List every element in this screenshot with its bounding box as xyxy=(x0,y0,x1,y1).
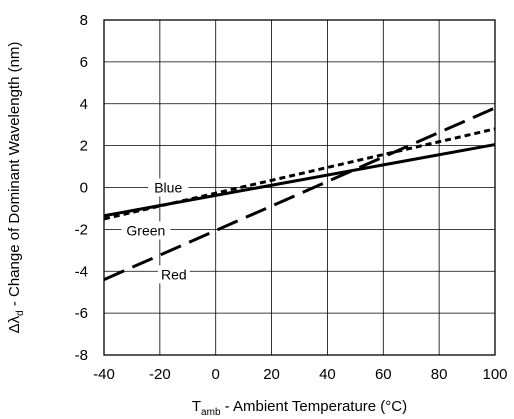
series-labels: Blue Green Red xyxy=(121,179,189,284)
x-axis-label-rest: - Ambient Temperature (°C) xyxy=(221,398,408,415)
x-tick-label: -20 xyxy=(149,366,171,383)
x-axis-label-main: T xyxy=(192,398,201,415)
x-tick-label: 0 xyxy=(212,366,220,383)
y-axis-label-main: Δλ xyxy=(6,315,23,333)
y-tick-label: 4 xyxy=(80,96,88,113)
x-tick-label: 20 xyxy=(263,366,280,383)
series-label-green: Green xyxy=(126,222,165,238)
x-tick-label: 80 xyxy=(431,366,448,383)
y-tick-label: -4 xyxy=(75,263,88,280)
y-tick-label: -2 xyxy=(75,221,88,238)
x-axis-label-sub: amb xyxy=(201,407,221,418)
y-tick-label: -8 xyxy=(75,347,88,364)
y-axis-label-rest: - Change of Dominant Wavelength (nm) xyxy=(6,42,23,311)
y-tick-label: 6 xyxy=(80,54,88,71)
series-label-blue: Blue xyxy=(154,180,182,196)
series-line-green xyxy=(104,129,495,219)
y-tick-label: 2 xyxy=(80,138,88,155)
y-tick-label: 8 xyxy=(80,12,88,29)
y-tick-label: -6 xyxy=(75,305,88,322)
y-axis-label: Δλd - Change of Dominant Wavelength (nm) xyxy=(6,42,26,334)
x-tick-label: 40 xyxy=(319,366,336,383)
series-label-red: Red xyxy=(161,266,187,282)
x-tick-label: 60 xyxy=(375,366,392,383)
y-tick-label: 0 xyxy=(80,180,88,197)
x-tick-label: -40 xyxy=(93,366,115,383)
x-axis-label: Tamb - Ambient Temperature (°C) xyxy=(192,398,407,418)
x-tick-label: 100 xyxy=(482,366,507,383)
